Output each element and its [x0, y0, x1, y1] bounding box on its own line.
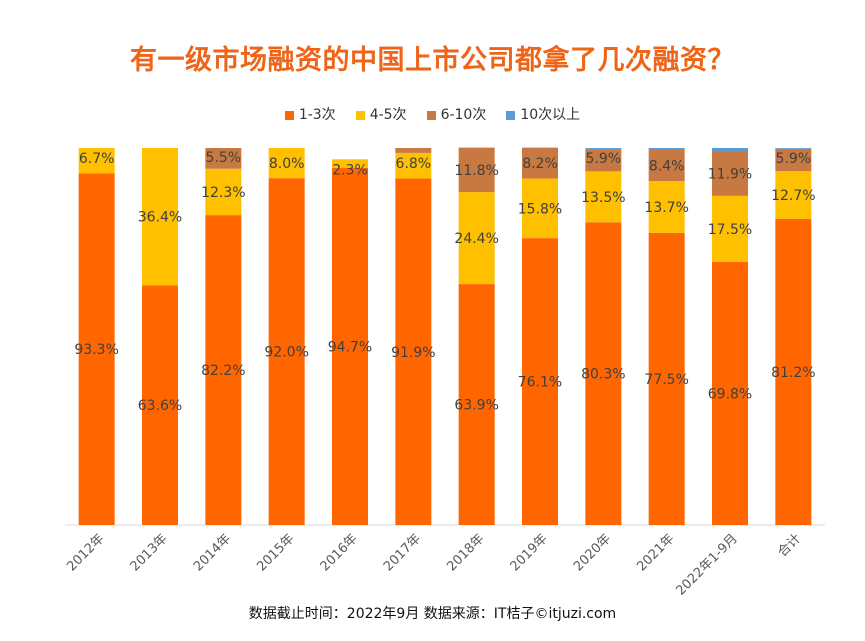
bar-segment [585, 222, 622, 526]
data-label: 36.4% [138, 210, 182, 226]
data-label: 2.3% [332, 162, 368, 178]
data-label: 6.7% [79, 151, 115, 167]
data-label: 76.1% [518, 375, 562, 391]
data-label: 77.5% [644, 372, 688, 388]
legend-item: 4-5次 [355, 104, 407, 124]
x-tick-label: 2015年 [254, 531, 297, 574]
x-tick-label: 2022年1-9月 [673, 531, 740, 598]
data-label: 8.2% [522, 156, 558, 172]
bar-segment [775, 148, 812, 149]
bar-segment [648, 149, 685, 182]
bar-segment [268, 178, 305, 525]
data-label: 5.9% [776, 151, 812, 167]
legend-label: 4-5次 [369, 107, 407, 123]
x-tick-label: 2016年 [318, 531, 361, 574]
bar-segment [332, 159, 368, 168]
data-label: 63.9% [454, 398, 498, 414]
data-label: 94.7% [328, 339, 372, 355]
bar-segment [78, 148, 115, 174]
data-label: 13.5% [581, 190, 625, 206]
bar-segment [712, 195, 748, 262]
data-label: 69.8% [708, 386, 752, 402]
data-label: 12.7% [771, 188, 815, 204]
bar-segment [522, 238, 558, 525]
bar-segment [712, 151, 748, 196]
x-tick-label: 2021年 [634, 531, 677, 574]
data-label: 17.5% [708, 222, 752, 238]
legend-label: 6-10次 [440, 107, 487, 123]
bar-segment [142, 148, 178, 286]
data-label: 92.0% [264, 345, 308, 361]
bar-segment [712, 148, 748, 152]
source-footer: 数据截止时间：2022年9月 数据来源：IT桔子©itjuzi.com [248, 606, 617, 622]
bar-segment [522, 147, 558, 179]
bar-segment [395, 148, 432, 153]
bar-segment [585, 171, 622, 223]
bar-segment [205, 168, 242, 216]
x-tick-label: 2018年 [444, 531, 487, 574]
data-label: 8.4% [649, 158, 685, 174]
bar-segment [712, 261, 748, 525]
data-label: 5.5% [206, 150, 242, 166]
data-label: 13.7% [644, 200, 688, 216]
data-label: 8.0% [269, 156, 305, 172]
bar-segment [395, 152, 432, 179]
bar-segment [648, 232, 685, 525]
x-tick-label: 2014年 [191, 531, 234, 574]
data-label: 91.9% [391, 345, 435, 361]
legend: 1-3次 4-5次 6-10次 10次以上 [0, 104, 865, 124]
bar-segment [142, 285, 178, 525]
bar-segment [205, 215, 242, 525]
legend-item: 1-3次 [284, 104, 336, 124]
data-label: 24.4% [454, 231, 498, 247]
bar-segment [585, 148, 622, 150]
x-tick-label: 2017年 [381, 531, 424, 574]
chart-title: 有一级市场融资的中国上市公司都拿了几次融资？ [130, 45, 735, 76]
bar-segment [775, 148, 812, 171]
bar-segment [458, 192, 495, 285]
x-tick-label: 2020年 [571, 531, 614, 574]
legend-item: 6-10次 [426, 104, 487, 124]
data-label: 11.9% [708, 166, 752, 182]
bar-segment [268, 148, 305, 179]
bar-segment [648, 148, 685, 150]
bar-segment [585, 149, 622, 172]
bar-segment [522, 178, 558, 239]
bar-segment [775, 170, 812, 219]
data-label: 63.6% [138, 398, 182, 414]
legend-swatch [506, 110, 516, 120]
legend-swatch [355, 110, 365, 120]
bar-segment [775, 218, 812, 525]
x-tick-label: 2019年 [508, 531, 551, 574]
data-label: 81.2% [771, 365, 815, 381]
bar-segment [458, 147, 495, 193]
bar-segment [78, 173, 115, 525]
data-label: 11.8% [454, 163, 498, 179]
x-tick-label: 2012年 [64, 531, 107, 574]
x-tick-label: 合计 [775, 531, 804, 560]
data-label: 12.3% [201, 185, 245, 201]
data-label: 82.2% [201, 363, 245, 379]
legend-item: 10次以上 [506, 104, 580, 124]
data-label: 80.3% [581, 367, 625, 383]
legend-swatch [284, 110, 294, 120]
legend-swatch [426, 110, 436, 120]
bar-segment [332, 167, 368, 525]
data-label: 5.9% [586, 151, 622, 167]
bar-segment [395, 178, 432, 526]
bar-segment [458, 284, 495, 525]
bar-segment [648, 181, 685, 233]
data-label: 6.8% [396, 156, 432, 172]
data-label: 15.8% [518, 201, 562, 217]
legend-label: 1-3次 [298, 107, 336, 123]
x-tick-label: 2013年 [128, 531, 171, 574]
data-label: 93.3% [74, 342, 118, 358]
legend-label: 10次以上 [520, 107, 581, 123]
bar-segment [205, 148, 242, 169]
